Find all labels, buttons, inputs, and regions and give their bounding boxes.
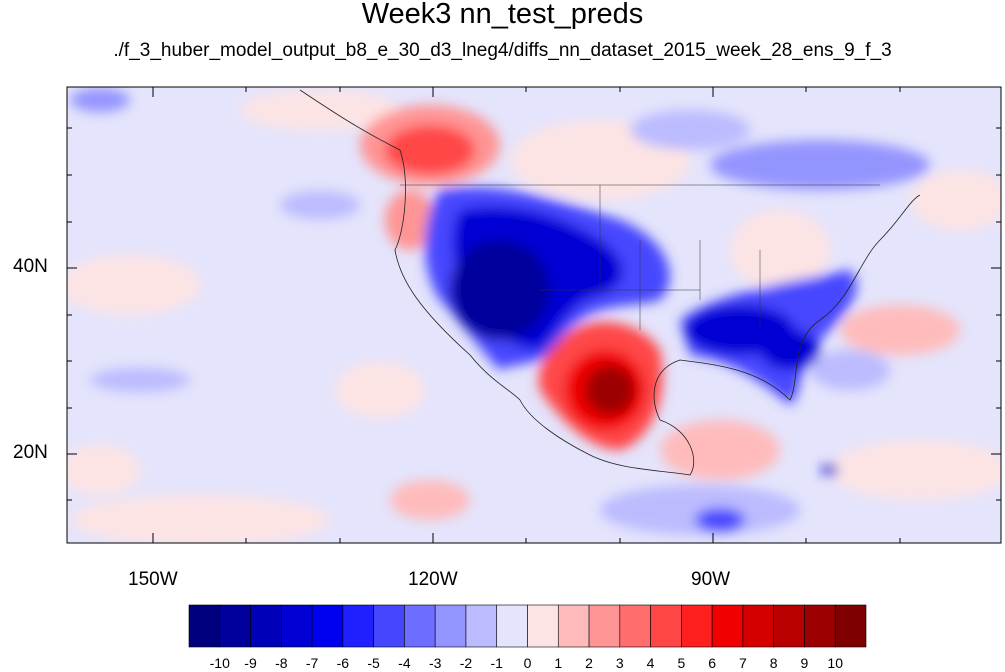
contour-field bbox=[67, 87, 1001, 543]
map-title: Week3 nn_test_preds bbox=[361, 0, 644, 30]
map-subtitle: ./f_3_huber_model_output_b8_e_30_d3_lneg… bbox=[113, 40, 892, 61]
lon-ticks bbox=[152, 87, 901, 543]
colorbar-swatch bbox=[373, 604, 405, 648]
colorbar-swatch bbox=[650, 604, 682, 648]
colorbar-label: 7 bbox=[739, 655, 747, 671]
colorbar-swatch bbox=[588, 604, 621, 648]
colorbar-swatch bbox=[711, 604, 744, 648]
colorbar-label: -6 bbox=[336, 655, 350, 671]
lon-label-150w: 150W bbox=[128, 569, 178, 590]
colorbar-swatch bbox=[527, 604, 559, 648]
colorbar-swatch bbox=[465, 604, 498, 648]
colorbar-swatch bbox=[804, 604, 836, 648]
colorbar-swatch bbox=[311, 604, 344, 648]
colorbar-label: 9 bbox=[800, 655, 809, 671]
colorbar-label: 1 bbox=[554, 655, 563, 671]
colorbar-label: 3 bbox=[615, 655, 624, 671]
colorbar-label: -9 bbox=[244, 655, 257, 671]
colorbar-swatch bbox=[434, 604, 467, 648]
colorbar-swatch bbox=[834, 604, 867, 648]
colorbar-label: -4 bbox=[398, 655, 411, 671]
colorbar-swatch bbox=[219, 604, 251, 648]
border-lines bbox=[400, 184, 880, 330]
colorbar-swatch bbox=[742, 604, 774, 648]
coastline bbox=[299, 89, 921, 476]
lat-label-20n: 20N bbox=[13, 442, 48, 463]
colorbar-label: -2 bbox=[459, 655, 473, 671]
colorbar-swatch bbox=[404, 604, 436, 648]
colorbar-swatch bbox=[619, 604, 651, 648]
colorbar-label: -8 bbox=[275, 655, 288, 671]
colorbar-label: -3 bbox=[428, 655, 442, 671]
colorbar-label: 5 bbox=[677, 655, 686, 671]
colorbar-swatch bbox=[557, 604, 590, 648]
colorbar-swatch bbox=[188, 604, 221, 648]
colorbar-label: 6 bbox=[708, 655, 717, 671]
colorbar-label: -7 bbox=[305, 655, 319, 671]
colorbar-label: -5 bbox=[367, 655, 380, 671]
colorbar-label: 10 bbox=[827, 655, 844, 671]
lon-label-90w: 90W bbox=[691, 569, 731, 590]
lat-label-40n: 40N bbox=[13, 256, 48, 277]
colorbar-swatch bbox=[681, 604, 713, 648]
colorbar-swatch bbox=[342, 604, 374, 648]
colorbar-label: 0 bbox=[523, 655, 532, 671]
lat-ticks bbox=[67, 127, 1001, 501]
colorbar-label: -1 bbox=[490, 655, 503, 671]
colorbar-swatch bbox=[250, 604, 282, 648]
colorbar-label: 2 bbox=[585, 655, 593, 671]
colorbar-label: 8 bbox=[769, 655, 778, 671]
colorbar bbox=[188, 604, 867, 648]
colorbar-swatch bbox=[281, 604, 313, 648]
colorbar-swatch bbox=[496, 604, 528, 648]
colorbar-label: 4 bbox=[646, 655, 655, 671]
lon-label-120w: 120W bbox=[408, 569, 458, 590]
colorbar-label: -10 bbox=[209, 655, 230, 671]
colorbar-swatch bbox=[773, 604, 805, 648]
